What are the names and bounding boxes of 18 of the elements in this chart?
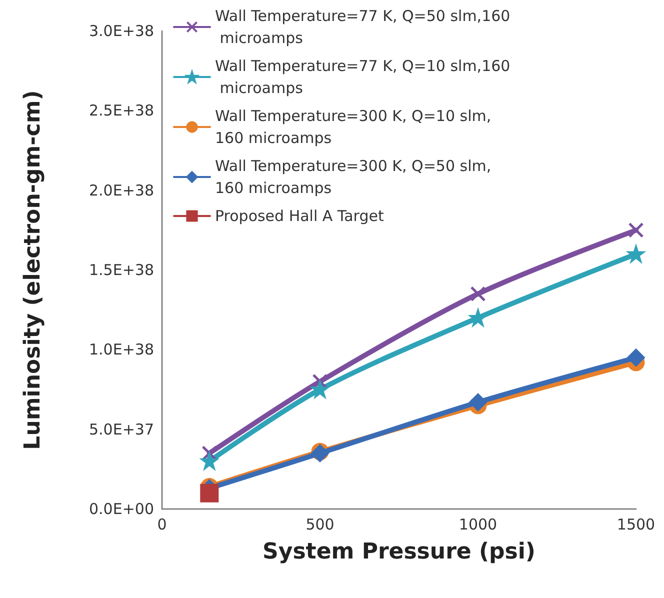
x-tick-label: 1500 bbox=[616, 516, 656, 534]
legend-label: Proposed Hall A Target bbox=[215, 207, 384, 225]
legend-label: Wall Temperature=300 K, Q=10 slm,160 microamps bbox=[215, 107, 492, 147]
x-tick-label: 0 bbox=[157, 516, 167, 534]
x-axis-title: System Pressure (psi) bbox=[262, 540, 536, 564]
y-tick-label: 2.5E+38 bbox=[89, 102, 154, 120]
y-tick-label: 2.0E+38 bbox=[89, 181, 154, 200]
y-tick-label: 3.0E+38 bbox=[89, 22, 154, 40]
y-tick-label: 1.0E+38 bbox=[89, 340, 154, 359]
y-tick-label: 5.0E+37 bbox=[89, 420, 154, 438]
x-tick-label: 1000 bbox=[458, 516, 498, 534]
y-tick-label: 1.5E+38 bbox=[89, 261, 154, 279]
y-axis-title: Luminosity (electron-gm-cm) bbox=[20, 90, 46, 450]
legend-label: Wall Temperature=77 K, Q=50 slm,160 microamps bbox=[215, 7, 510, 47]
legend-label: Wall Temperature=300 K, Q=50 slm,160 microamps bbox=[215, 157, 492, 197]
y-tick-label: 0.0E+00 bbox=[89, 500, 154, 518]
x-tick-label: 500 bbox=[306, 516, 334, 534]
legend-label: Wall Temperature=77 K, Q=10 slm,160 microamps bbox=[215, 57, 510, 97]
